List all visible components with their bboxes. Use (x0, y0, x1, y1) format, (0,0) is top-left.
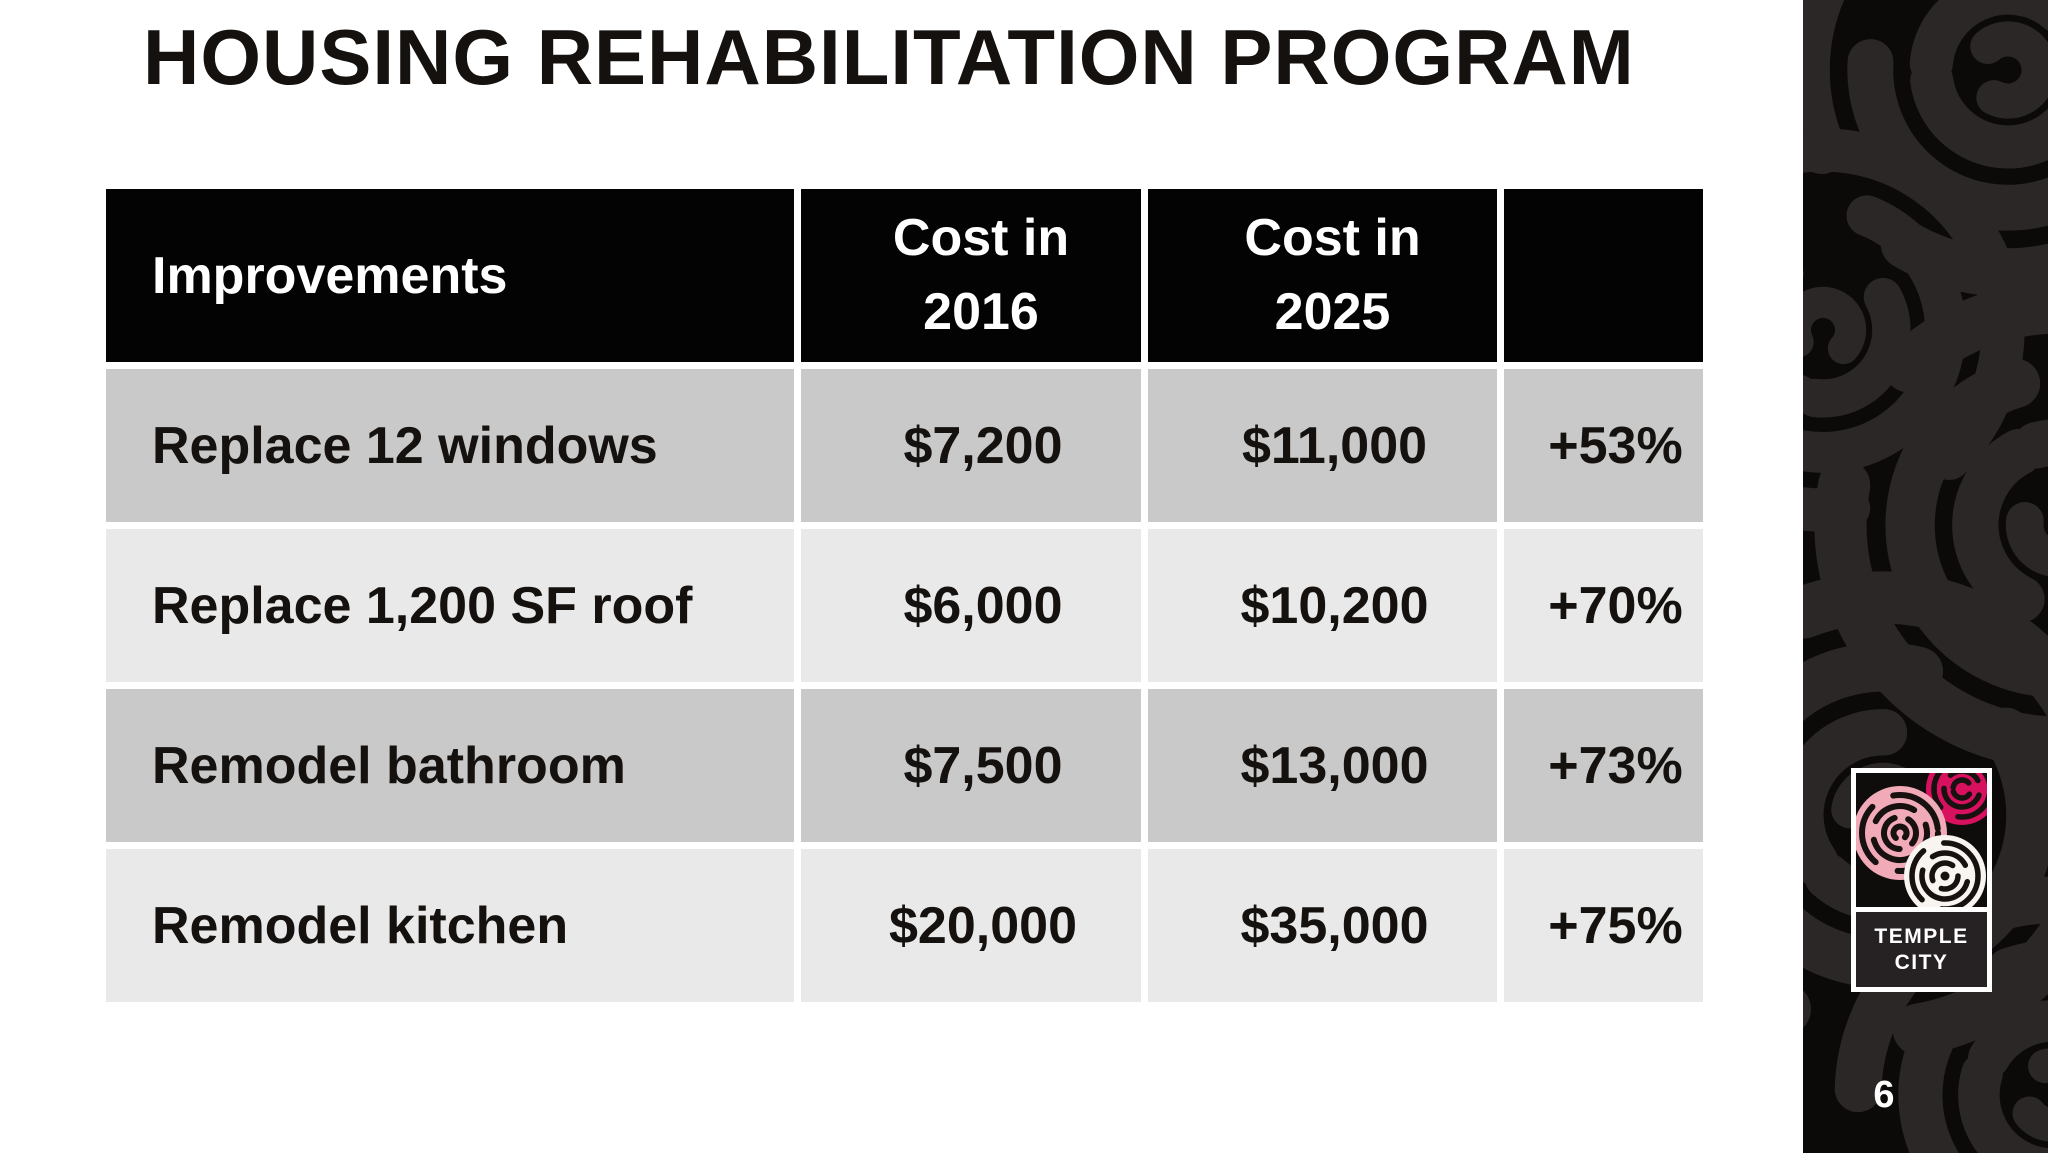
table-row-cell-cost-2016: $20,000 (801, 849, 1141, 1002)
page-number: 6 (1873, 1074, 1895, 1116)
page-title: HOUSING REHABILITATION PROGRAM (143, 13, 1635, 101)
header-improvements: Improvements (106, 189, 794, 362)
header-cost-2025-label: Cost in 2025 (1244, 208, 1421, 341)
table-row-cell-improvement: Remodel kitchen (106, 849, 794, 1002)
table-row-cell-cost-2025: $10,200 (1148, 529, 1497, 682)
header-cost-2025: Cost in 2025 (1148, 189, 1497, 362)
logo-text-line1: TEMPLE (1874, 925, 1969, 949)
table-row-cell-improvement: Replace 12 windows (106, 369, 794, 522)
cost-comparison-table: Improvements Cost in 2016 Cost in 2025 R… (106, 189, 1703, 1002)
table-row-cell-change: +75% (1504, 849, 1703, 1002)
decorative-sidebar: TEMPLE CITY 6 (1803, 0, 2048, 1153)
table-row-cell-cost-2025: $13,000 (1148, 689, 1497, 842)
table-row-cell-cost-2016: $7,500 (801, 689, 1141, 842)
table-row-cell-change: +73% (1504, 689, 1703, 842)
camellia-flowers-icon (1856, 773, 1987, 907)
temple-city-logo-text: TEMPLE CITY (1856, 907, 1987, 987)
table-row-cell-improvement: Remodel bathroom (106, 689, 794, 842)
header-cost-2016: Cost in 2016 (801, 189, 1141, 362)
header-cost-2016-label: Cost in 2016 (892, 208, 1070, 341)
table-row-cell-change: +70% (1504, 529, 1703, 682)
table-row-cell-cost-2016: $7,200 (801, 369, 1141, 522)
table-row-cell-cost-2025: $11,000 (1148, 369, 1497, 522)
table-row-cell-improvement: Replace 1,200 SF roof (106, 529, 794, 682)
table-row-cell-cost-2016: $6,000 (801, 529, 1141, 682)
table-row-cell-change: +53% (1504, 369, 1703, 522)
temple-city-logo: TEMPLE CITY (1851, 768, 1992, 992)
table-row-cell-cost-2025: $35,000 (1148, 849, 1497, 1002)
header-change (1504, 189, 1703, 362)
logo-text-line2: CITY (1894, 950, 1949, 974)
